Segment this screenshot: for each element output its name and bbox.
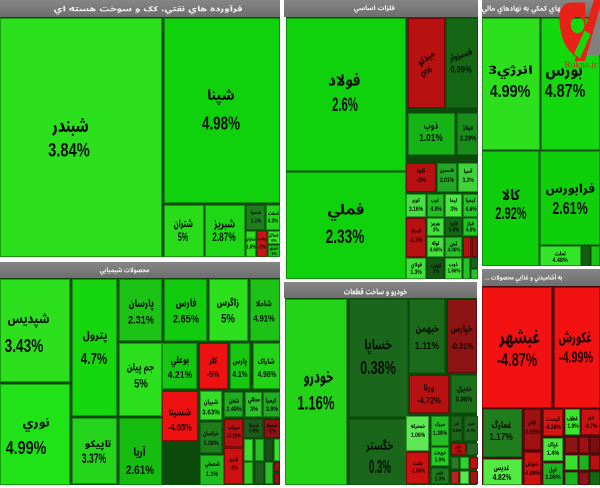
svg-text:Rokna.ir: Rokna.ir — [564, 61, 597, 71]
